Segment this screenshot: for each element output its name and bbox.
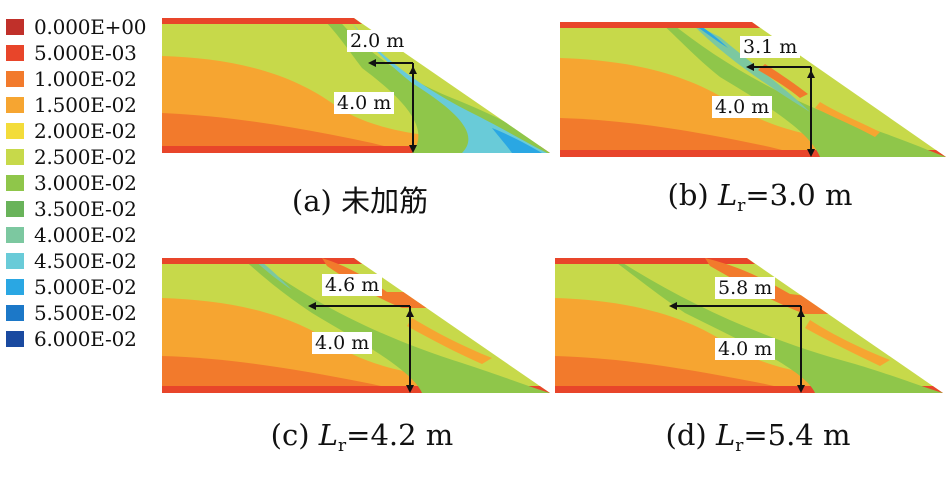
caption-subscript: r — [737, 196, 746, 216]
legend-swatch — [6, 279, 24, 295]
legend-swatch — [6, 45, 24, 61]
vertical-dimension-label: 4.0 m — [712, 96, 773, 118]
vertical-dimension-label: 4.0 m — [334, 92, 395, 114]
legend-swatch — [6, 253, 24, 269]
legend-label: 4.000E-02 — [34, 223, 137, 247]
legend-item: 0.000E+00 — [6, 15, 147, 39]
slope-panel-d: 5.8 m 4.0 m — [555, 258, 947, 393]
legend-swatch — [6, 201, 24, 217]
slope-panel-a: 2.0 m 4.0 m — [162, 18, 554, 153]
caption-prefix: (a) — [291, 184, 342, 218]
caption-value: =4.2 m — [346, 418, 454, 452]
vertical-dimension-label: 4.0 m — [715, 338, 776, 360]
caption-prefix: (b) — [667, 178, 718, 212]
caption-value: =5.4 m — [743, 418, 851, 452]
horizontal-dimension-label: 4.6 m — [322, 274, 383, 296]
legend-swatch — [6, 97, 24, 113]
legend-item: 1.500E-02 — [6, 93, 137, 117]
legend-label: 5.000E-03 — [34, 41, 137, 65]
legend-label: 2.500E-02 — [34, 145, 137, 169]
legend-label: 2.000E-02 — [34, 119, 137, 143]
legend-swatch — [6, 175, 24, 191]
legend-item: 5.500E-02 — [6, 301, 137, 325]
slope-contour-d — [555, 258, 943, 393]
legend-label: 1.500E-02 — [34, 93, 137, 117]
legend-item: 1.000E-02 — [6, 67, 137, 91]
panel-caption-c: (c) Lr=4.2 m — [222, 418, 502, 456]
legend-label: 5.000E-02 — [34, 275, 137, 299]
caption-subscript: r — [338, 436, 347, 456]
panel-caption-b: (b) Lr=3.0 m — [620, 178, 900, 216]
horizontal-dimension-label: 5.8 m — [715, 277, 776, 299]
legend-label: 4.500E-02 — [34, 249, 137, 273]
panel-caption-d: (d) Lr=5.4 m — [618, 418, 898, 456]
legend-item: 6.000E-02 — [6, 327, 137, 351]
caption-variable: L — [318, 418, 339, 452]
legend-swatch — [6, 19, 24, 35]
vertical-dimension-label: 4.0 m — [312, 332, 373, 354]
caption-value: =3.0 m — [745, 178, 853, 212]
horizontal-dimension-label: 2.0 m — [347, 30, 408, 52]
legend-item: 5.000E-02 — [6, 275, 137, 299]
legend-swatch — [6, 305, 24, 321]
caption-prefix: (d) — [665, 418, 716, 452]
slope-panel-b: 3.1 m 4.0 m — [560, 22, 948, 157]
legend-label: 0.000E+00 — [34, 15, 147, 39]
legend-item: 2.000E-02 — [6, 119, 137, 143]
legend-item: 4.500E-02 — [6, 249, 137, 273]
legend-item: 3.000E-02 — [6, 171, 137, 195]
legend-label: 5.500E-02 — [34, 301, 137, 325]
caption-prefix: (c) — [270, 418, 319, 452]
caption-text: 未加筋 — [341, 184, 429, 218]
legend-swatch — [6, 331, 24, 347]
legend-item: 3.500E-02 — [6, 197, 137, 221]
legend-label: 3.500E-02 — [34, 197, 137, 221]
legend-label: 3.000E-02 — [34, 171, 137, 195]
legend-swatch — [6, 149, 24, 165]
legend-item: 2.500E-02 — [6, 145, 137, 169]
legend-label: 1.000E-02 — [34, 67, 137, 91]
caption-subscript: r — [735, 436, 744, 456]
legend-item: 5.000E-03 — [6, 41, 137, 65]
legend-swatch — [6, 123, 24, 139]
horizontal-dimension-label: 3.1 m — [740, 36, 801, 58]
legend-item: 4.000E-02 — [6, 223, 137, 247]
slope-panel-c: 4.6 m 4.0 m — [162, 258, 554, 393]
legend-label: 6.000E-02 — [34, 327, 137, 351]
legend-swatch — [6, 71, 24, 87]
legend-swatch — [6, 227, 24, 243]
caption-variable: L — [717, 178, 738, 212]
caption-variable: L — [715, 418, 736, 452]
panel-caption-a: (a) 未加筋 — [250, 178, 470, 220]
